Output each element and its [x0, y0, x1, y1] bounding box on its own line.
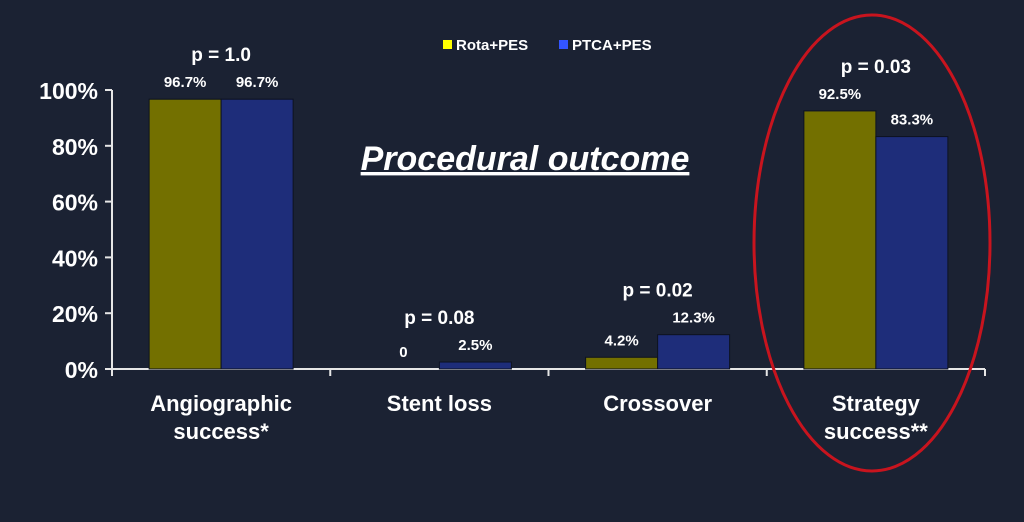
chart-title: Procedural outcome — [361, 140, 690, 178]
data-label: 96.7% — [236, 74, 279, 91]
y-tick-label: 40% — [52, 245, 98, 271]
legend-swatch — [559, 40, 568, 49]
bar-ptca-pes — [657, 334, 731, 370]
p-value-label: p = 1.0 — [191, 45, 251, 66]
bar-rota-pes — [585, 356, 659, 370]
y-tick-label: 0% — [65, 357, 98, 383]
data-label: 4.2% — [605, 332, 639, 349]
y-tick-label: 60% — [52, 190, 98, 216]
data-label: 0 — [399, 344, 407, 361]
bar-ptca-pes — [220, 98, 294, 370]
x-category-label: Stent loss — [387, 391, 492, 416]
bar-ptca-pes — [438, 361, 512, 370]
x-category-label: Strategy success** — [824, 391, 928, 444]
legend-label: PTCA+PES — [572, 37, 652, 54]
bar-ptca-pes — [875, 136, 949, 370]
data-label: 96.7% — [164, 74, 207, 91]
data-label: 12.3% — [672, 310, 715, 327]
highlight-ellipse — [752, 13, 992, 473]
label-layer: 96.7% 96.7% p = 1.0 Angiographic success* 0 2.… — [150, 45, 933, 444]
data-label: 83.3% — [891, 112, 934, 129]
x-category-label: Angiographic success* — [150, 391, 292, 444]
bar-layer — [148, 98, 949, 370]
bar-rota-pes — [148, 98, 222, 370]
legend-label: Rota+PES — [456, 37, 528, 54]
y-tick-label: 80% — [52, 134, 98, 160]
p-value-label: p = 0.03 — [841, 57, 911, 78]
legend: Rota+PES PTCA+PES — [443, 37, 652, 54]
data-label: 2.5% — [458, 337, 492, 354]
y-tick-label: 100% — [39, 78, 98, 104]
p-value-label: p = 0.02 — [623, 281, 693, 302]
bar-rota-pes — [803, 110, 877, 370]
legend-swatch — [443, 40, 452, 49]
data-label: 92.5% — [819, 86, 862, 103]
y-tick-label: 20% — [52, 301, 98, 327]
x-category-label: Crossover — [603, 391, 712, 416]
p-value-label: p = 0.08 — [404, 308, 474, 329]
